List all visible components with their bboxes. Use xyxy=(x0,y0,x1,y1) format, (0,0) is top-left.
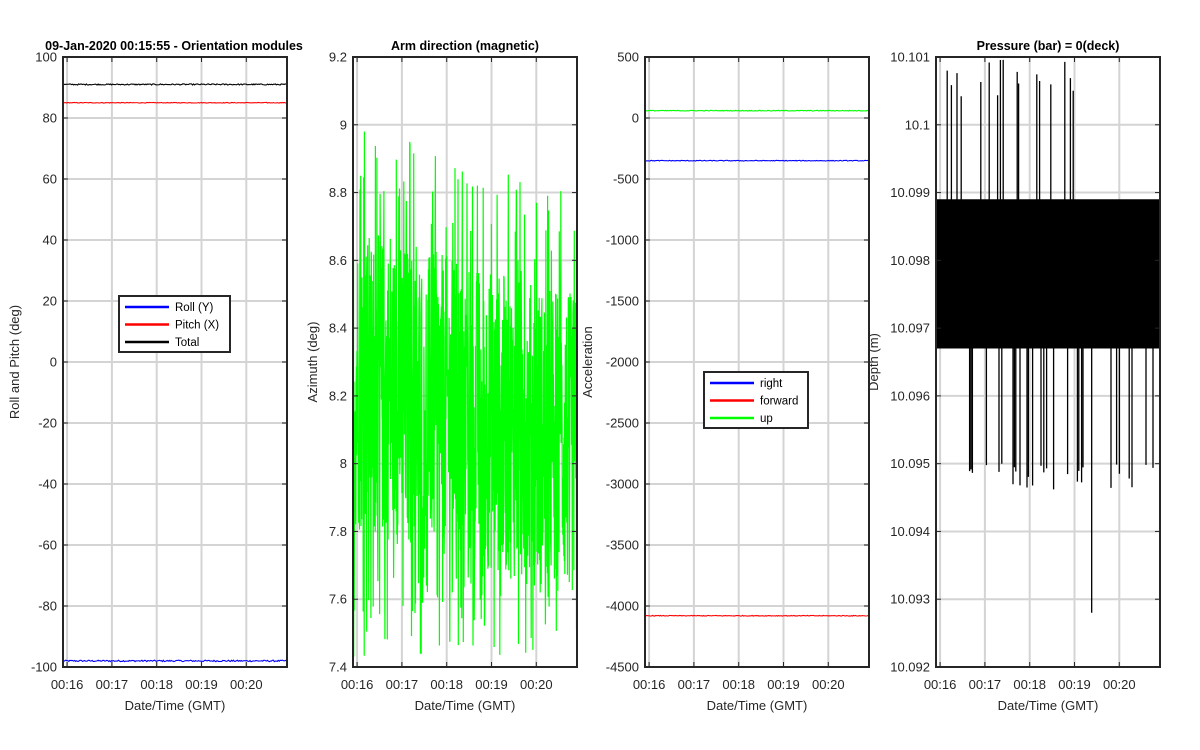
x-tick-label: 00:18 xyxy=(140,677,173,692)
legend-label: Pitch (X) xyxy=(175,320,219,332)
y-axis-label: Depth (m) xyxy=(866,333,881,391)
axes-box xyxy=(352,56,578,668)
y-tick-label: -60 xyxy=(38,538,57,553)
y-tick-label: -100 xyxy=(31,660,57,675)
y-tick-label: -1000 xyxy=(606,233,639,248)
y-tick-label: 10.099 xyxy=(890,185,930,200)
x-tick-label: 00:20 xyxy=(230,677,263,692)
x-tick-label: 00:19 xyxy=(1058,677,1091,692)
y-tick-label: 9.2 xyxy=(329,50,347,65)
x-tick-label: 00:16 xyxy=(51,677,84,692)
y-tick-label: 40 xyxy=(43,233,57,248)
x-tick-label: 00:20 xyxy=(520,677,553,692)
legend-label: Total xyxy=(175,337,199,349)
chart-title: Arm direction (magnetic) xyxy=(391,39,539,53)
legend: right forward up xyxy=(703,371,809,429)
x-tick-label: 00:18 xyxy=(1013,677,1046,692)
panel-pressure: 10.092 10.093 10.094 10.095 10.096 10.097 10.0… xyxy=(866,39,1161,713)
y-tick-label: 7.4 xyxy=(329,660,347,675)
y-tick-label: 8 xyxy=(340,456,347,471)
y-tick-label: 10.092 xyxy=(890,660,930,675)
plot-area xyxy=(936,57,1160,667)
y-tick-label: 10.093 xyxy=(890,592,930,607)
y-tick-label: -3000 xyxy=(606,477,639,492)
y-tick-label: -4000 xyxy=(606,599,639,614)
y-tick-label: -500 xyxy=(613,172,639,187)
y-tick-label: 7.6 xyxy=(329,592,347,607)
x-axis-label: Date/Time (GMT) xyxy=(125,698,226,713)
x-tick-label: 00:19 xyxy=(185,677,218,692)
series-line-roll-y- xyxy=(62,659,288,663)
x-tick-label: 00:17 xyxy=(969,677,1002,692)
y-tick-label: 80 xyxy=(43,111,57,126)
legend-label: right xyxy=(760,378,783,390)
legend-label: up xyxy=(760,413,773,425)
x-tick-label: 00:18 xyxy=(722,677,755,692)
legend-label: forward xyxy=(760,396,798,408)
panel-orientation: -100 -80 -60 -40 -20 0 20 40 60 80 100 00:16 00:17 00… xyxy=(7,39,303,713)
y-tick-label: 100 xyxy=(35,50,57,65)
y-tick-label: 10.096 xyxy=(890,388,930,403)
x-tick-label: 00:17 xyxy=(678,677,711,692)
y-tick-label: -80 xyxy=(38,599,57,614)
y-tick-label: 60 xyxy=(43,172,57,187)
series-line-right xyxy=(644,159,870,162)
panel-acceleration: -4500 -4000 -3500 -3000 -2500 -2000 -1500 -1000… xyxy=(580,50,870,713)
x-tick-label: 00:18 xyxy=(430,677,463,692)
series-line-forward xyxy=(644,614,870,617)
y-axis-label: Azimuth (deg) xyxy=(305,322,320,403)
series-line-total xyxy=(62,83,288,86)
y-tick-label: 8.6 xyxy=(329,253,347,268)
x-tick-label: 00:16 xyxy=(633,677,666,692)
series-line-pitch-x- xyxy=(62,101,288,104)
legend: Roll (Y) Pitch (X) Total xyxy=(118,295,231,353)
x-tick-label: 00:20 xyxy=(1103,677,1136,692)
x-tick-label: 00:17 xyxy=(386,677,419,692)
y-tick-label: 10.097 xyxy=(890,321,930,336)
y-tick-label: -2000 xyxy=(606,355,639,370)
y-tick-label: 9 xyxy=(340,117,347,132)
x-axis-label: Date/Time (GMT) xyxy=(707,698,808,713)
y-tick-label: 500 xyxy=(617,50,639,65)
y-tick-label: 10.1 xyxy=(905,117,930,132)
y-tick-label: 0 xyxy=(50,355,57,370)
y-tick-label: 20 xyxy=(43,294,57,309)
y-tick-label: -4500 xyxy=(606,660,639,675)
y-tick-label: -40 xyxy=(38,477,57,492)
x-tick-label: 00:16 xyxy=(341,677,374,692)
y-tick-label: 10.101 xyxy=(890,50,930,65)
y-axis-label: Roll and Pitch (deg) xyxy=(7,305,22,419)
y-tick-label: 10.098 xyxy=(890,253,930,268)
x-tick-label: 00:17 xyxy=(96,677,129,692)
y-tick-label: 7.8 xyxy=(329,524,347,539)
y-tick-label: 0 xyxy=(632,111,639,126)
axes-box xyxy=(935,56,1161,668)
y-tick-label: 10.095 xyxy=(890,456,930,471)
series-line-azimuth xyxy=(352,131,578,657)
x-tick-label: 00:19 xyxy=(767,677,800,692)
x-axis-label: Date/Time (GMT) xyxy=(415,698,516,713)
y-tick-label: 8.8 xyxy=(329,185,347,200)
x-axis-label: Date/Time (GMT) xyxy=(998,698,1099,713)
panel-azimuth: 7.4 7.6 7.8 8 8.2 8.4 8.6 8.8 9 9.2 00:16 00:17 00:1… xyxy=(305,39,578,713)
chart-title: 09-Jan-2020 00:15:55 - Orientation modul… xyxy=(45,39,303,53)
series-line-up xyxy=(644,109,870,112)
y-axis-label: Acceleration xyxy=(580,326,595,398)
y-tick-label: 10.094 xyxy=(890,524,930,539)
y-tick-label: -20 xyxy=(38,416,57,431)
chart-title: Pressure (bar) = 0(deck) xyxy=(977,39,1120,53)
y-tick-label: 8.2 xyxy=(329,388,347,403)
y-tick-label: 8.4 xyxy=(329,321,347,336)
x-tick-label: 00:20 xyxy=(812,677,845,692)
x-tick-label: 00:19 xyxy=(475,677,508,692)
y-tick-label: -2500 xyxy=(606,416,639,431)
legend-label: Roll (Y) xyxy=(175,302,214,314)
y-tick-label: -3500 xyxy=(606,538,639,553)
x-tick-label: 00:16 xyxy=(924,677,957,692)
y-tick-label: -1500 xyxy=(606,294,639,309)
